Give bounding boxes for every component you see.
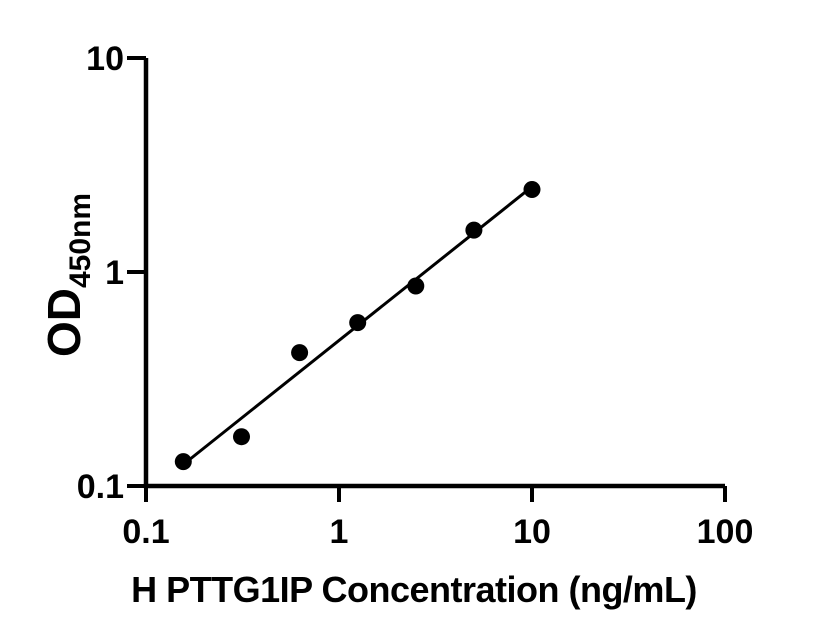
x-tick-label: 0.1: [122, 513, 169, 551]
y-axis-ticks: 0.1 1 10: [77, 40, 146, 506]
y-axis-label-subscript: 450nm: [64, 193, 97, 288]
data-point: [291, 344, 309, 362]
data-point: [465, 221, 483, 239]
data-point: [233, 428, 250, 446]
y-tick-label: 1: [105, 254, 124, 292]
x-tick-label: 10: [513, 513, 551, 551]
data-point: [174, 453, 192, 471]
x-tick-label: 100: [697, 513, 754, 551]
data-point: [349, 314, 367, 332]
y-axis-label-main: OD: [38, 288, 90, 357]
y-tick-label: 10: [86, 40, 124, 78]
data-points: [174, 181, 541, 471]
x-axis-label: H PTTG1IP Concentration (ng/mL): [131, 569, 697, 610]
x-tick-label: 1: [330, 513, 349, 551]
y-axis-label: OD450nm: [38, 193, 97, 357]
x-axis-ticks: 0.1 1 10 100: [122, 486, 753, 551]
data-point: [407, 277, 425, 295]
data-point: [523, 181, 541, 198]
y-tick-label: 0.1: [77, 468, 124, 506]
